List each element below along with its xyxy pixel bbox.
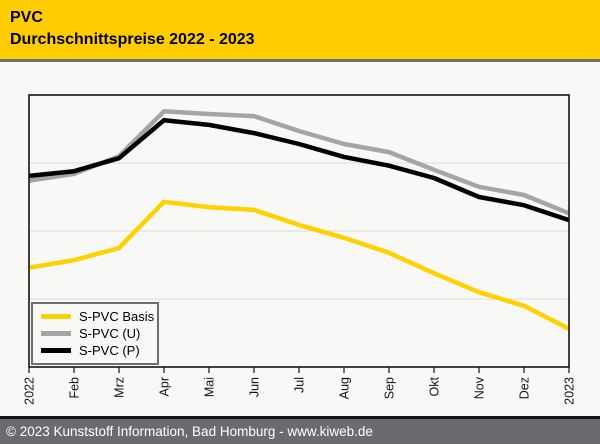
page-title: PVC	[10, 9, 43, 26]
series-line-s-pvc-p	[28, 117, 570, 223]
legend-label: S-PVC Basis	[79, 309, 155, 324]
x-tick-label: Feb	[68, 377, 82, 399]
legend-line-swatch	[41, 314, 71, 319]
series-line-s-pvc-basis	[28, 199, 571, 331]
x-tick-label: Sep	[383, 377, 397, 399]
x-tick-label: Nov	[473, 376, 487, 399]
footer-divider	[0, 416, 600, 419]
legend-item: S-PVC Basis	[41, 308, 157, 325]
x-tick-label: 2022	[23, 377, 37, 405]
legend-item: S-PVC (P)	[41, 342, 157, 359]
legend-label: S-PVC (U)	[79, 326, 141, 341]
legend-line-swatch	[41, 348, 71, 353]
x-tick-label: Dez	[518, 377, 532, 399]
copyright-text: © 2023 Kunststoff Information, Bad Hombu…	[6, 424, 373, 439]
x-tick-label: Mrz	[113, 377, 127, 398]
legend-label: S-PVC (P)	[79, 343, 140, 358]
x-tick-label: 2023	[563, 377, 577, 405]
chart-header: PVC Durchschnittspreise 2022 - 2023	[0, 0, 600, 62]
legend-item: S-PVC (U)	[41, 325, 157, 342]
x-tick-label: Jul	[293, 377, 307, 393]
x-tick-label: Aug	[338, 377, 352, 399]
legend-line-swatch	[41, 331, 71, 336]
page-subtitle: Durchschnittspreise 2022 - 2023	[10, 31, 255, 48]
x-tick-label: Jun	[248, 377, 262, 397]
x-tick-label: Okt	[428, 376, 442, 396]
gridlines	[29, 162, 569, 300]
x-axis-labels: 2022 Feb Mrz Apr Mai Jun Jul Aug Sep Okt Nov Dez 202…	[23, 376, 577, 405]
x-axis-ticks	[28, 367, 570, 373]
chart-legend: S-PVC Basis S-PVC (U) S-PVC (P)	[31, 302, 159, 365]
footer: © 2023 Kunststoff Information, Bad Hombu…	[0, 419, 600, 444]
x-tick-label: Apr	[158, 377, 172, 396]
x-tick-label: Mai	[203, 377, 217, 397]
